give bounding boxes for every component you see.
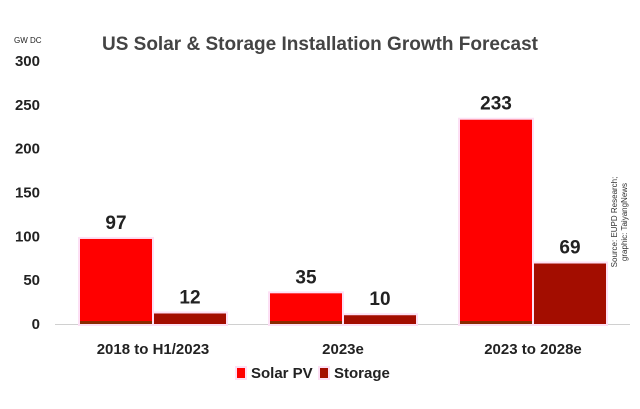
data-label: 233 xyxy=(480,94,512,115)
bar-solar-pv xyxy=(270,293,342,324)
data-label: 35 xyxy=(295,267,317,288)
x-tick-label: 2023e xyxy=(322,341,364,358)
bar-storage xyxy=(344,315,416,324)
legend-swatch xyxy=(320,368,328,378)
legend: Solar PV Storage xyxy=(235,365,390,382)
bar-base-line xyxy=(460,321,532,324)
bar-base-line xyxy=(270,321,342,324)
data-label: 97 xyxy=(105,213,126,234)
y-tick-label: 0 xyxy=(32,316,40,333)
y-tick-label: 100 xyxy=(15,228,40,245)
source-annotation: Source: EUPD Research;graphic: TaiyangNe… xyxy=(610,177,629,268)
x-tick-label: 2023 to 2028e xyxy=(484,341,582,358)
legend-label: Storage xyxy=(334,365,390,382)
bar-storage xyxy=(534,263,606,324)
bar-storage xyxy=(154,313,226,324)
y-tick-label: 300 xyxy=(15,53,40,70)
y-tick-label: 200 xyxy=(15,141,40,158)
chart-title: US Solar & Storage Installation Growth F… xyxy=(102,34,539,55)
y-tick-label: 50 xyxy=(23,272,40,289)
data-label: 69 xyxy=(559,238,580,259)
x-tick-label: 2018 to H1/2023 xyxy=(97,341,210,358)
bar-solar-pv xyxy=(80,238,152,324)
y-axis-label: GW DC xyxy=(14,36,42,45)
data-label: 12 xyxy=(179,287,200,308)
legend-label: Solar PV xyxy=(251,365,313,382)
data-label: 10 xyxy=(369,289,390,310)
bar-solar-pv xyxy=(460,119,532,324)
legend-swatch xyxy=(237,368,245,378)
bar-base-line xyxy=(80,321,152,324)
y-tick-label: 250 xyxy=(15,97,40,114)
y-tick-label: 150 xyxy=(15,185,40,202)
